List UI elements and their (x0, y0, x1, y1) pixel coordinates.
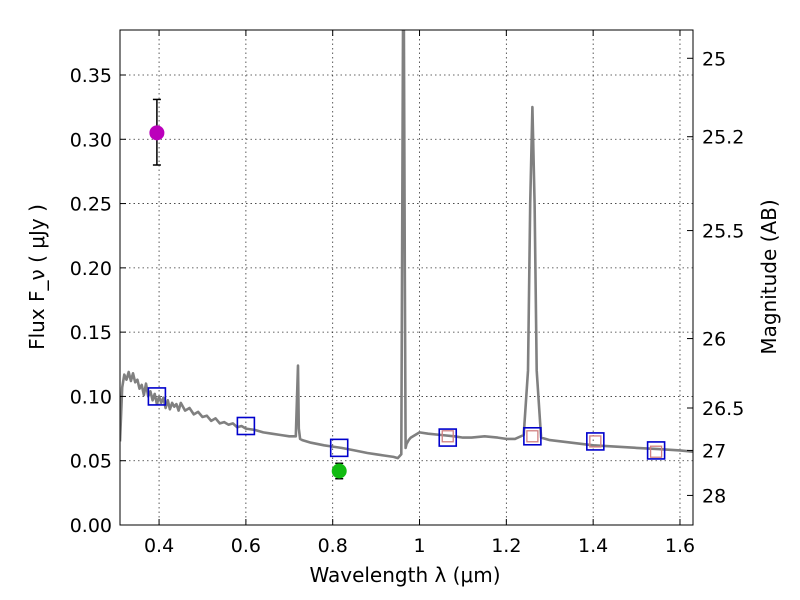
right-axis-title: Magnitude (AB) (757, 199, 781, 354)
y-axis-title: Flux F_ν ( μJy ) (25, 204, 49, 350)
model-photometry-square (523, 426, 542, 446)
y-tick-label: 0.05 (70, 451, 112, 473)
observed-point (149, 125, 165, 141)
right-tick-label: 26.5 (702, 398, 744, 420)
model-photometry-square (147, 387, 167, 406)
right-tick-label: 25 (702, 48, 726, 70)
y-tick-label: 0.10 (70, 386, 112, 408)
x-tick-label: 0.4 (144, 535, 174, 557)
spectrum-line (120, 30, 693, 460)
x-tick-label: 1.6 (665, 535, 695, 557)
y-tick-label: 0.15 (70, 322, 112, 344)
right-tick-label: 25.5 (702, 221, 744, 243)
y-tick-label: 0.30 (70, 129, 112, 151)
model-photometry-square (329, 438, 349, 458)
right-tick-label: 27 (702, 440, 726, 462)
right-tick-label: 26 (702, 329, 726, 351)
x-axis-title: Wavelength λ (μm) (309, 563, 500, 587)
right-tick-label: 25.2 (702, 127, 744, 149)
x-tick-label: 1.2 (491, 535, 521, 557)
model-photometry-inner-square (649, 445, 663, 458)
x-tick-label: 1 (413, 535, 425, 557)
x-tick-label: 1.4 (578, 535, 608, 557)
y-tick-label: 0.35 (70, 65, 112, 87)
model-photometry-square (236, 416, 256, 436)
model-photometry-inner-square (441, 430, 454, 443)
model-photometry-inner-square (526, 430, 539, 443)
y-tick-label: 0.25 (70, 194, 112, 216)
y-tick-label: 0.20 (70, 258, 112, 280)
x-tick-label: 0.6 (231, 535, 261, 557)
y-tick-label: 0.00 (70, 515, 112, 537)
model-photometry-square (646, 441, 666, 460)
x-tick-label: 0.8 (318, 535, 348, 557)
series (120, 30, 693, 480)
grid (120, 30, 693, 526)
plot-frame (119, 29, 694, 526)
right-tick-label: 28 (702, 485, 726, 507)
model-photometry-square (586, 432, 605, 451)
observed-point (331, 463, 347, 479)
model-photometry-inner-square (589, 435, 602, 448)
axes: 0.4 0.6 0.8 1 1.2 1.4 1.6 0.00 0.05 0.10 0.15 0.20 0… (70, 29, 744, 557)
model-photometry-square (438, 428, 458, 447)
